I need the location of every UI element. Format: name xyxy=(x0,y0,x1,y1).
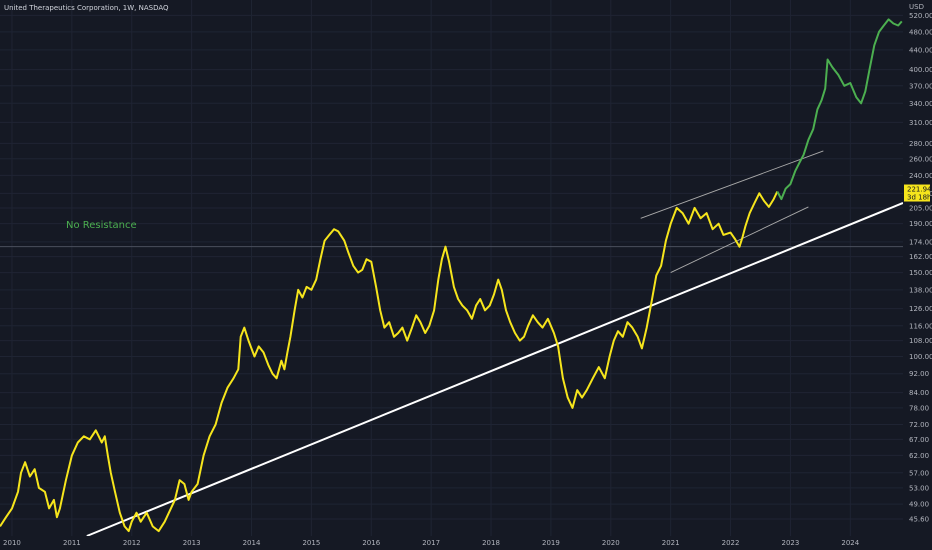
y-tick-label: 116.00 xyxy=(909,322,932,330)
x-tick-label: 2019 xyxy=(542,539,560,547)
y-tick-label: 49.00 xyxy=(909,501,929,509)
y-tick-label: 310.00 xyxy=(909,119,932,127)
y-tick-label: 174.00 xyxy=(909,238,932,246)
price-line-green xyxy=(776,18,903,201)
y-tick-label: 240.00 xyxy=(909,172,932,180)
x-tick-label: 2011 xyxy=(63,539,81,547)
series-lines xyxy=(0,18,903,533)
y-tick-label: 62.00 xyxy=(909,452,929,460)
x-tick-label: 2022 xyxy=(722,539,740,547)
y-tick-label: 340.00 xyxy=(909,100,932,108)
time-axis: 2010 2011 2012 2013 2014 2015 2016 2017 2018 2019… xyxy=(3,539,860,547)
trendlines[interactable] xyxy=(86,150,904,537)
y-tick-label: 260.00 xyxy=(909,155,932,163)
y-tick-label: 162.00 xyxy=(909,253,932,261)
y-tick-label: 126.00 xyxy=(909,305,932,313)
time-axis-panel[interactable] xyxy=(0,536,932,550)
price-badge-value: 221.94 xyxy=(907,186,932,194)
x-tick-label: 2013 xyxy=(183,539,201,547)
y-tick-label: 150.00 xyxy=(909,269,932,277)
y-tick-label: 108.00 xyxy=(909,337,932,345)
price-axis-panel[interactable] xyxy=(903,0,932,550)
x-tick-label: 2023 xyxy=(782,539,800,547)
y-tick-label: 57.00 xyxy=(909,469,929,477)
x-tick-label: 2014 xyxy=(243,539,261,547)
price-badge: 221.94 3d 18h xyxy=(904,184,932,202)
y-tick-label: 205.00 xyxy=(909,204,932,212)
y-tick-label: 84.00 xyxy=(909,389,929,397)
y-tick-label: 100.00 xyxy=(909,353,932,361)
no-resistance-annotation: No Resistance xyxy=(66,220,137,231)
y-tick-label: 45.60 xyxy=(909,515,929,523)
y-tick-label: 280.00 xyxy=(909,140,932,148)
y-tick-label: 480.00 xyxy=(909,28,932,36)
x-tick-label: 2018 xyxy=(482,539,500,547)
channel-line[interactable] xyxy=(670,206,809,273)
y-tick-label: 78.00 xyxy=(909,404,929,412)
y-tick-label: 520.00 xyxy=(909,12,932,20)
y-tick-label: 190.00 xyxy=(909,220,932,228)
x-tick-label: 2017 xyxy=(422,539,440,547)
channel-line[interactable] xyxy=(640,150,824,219)
y-tick-label: 370.00 xyxy=(909,82,932,90)
x-tick-label: 2021 xyxy=(662,539,680,547)
x-tick-label: 2015 xyxy=(302,539,320,547)
y-tick-label: 400.00 xyxy=(909,66,932,74)
y-tick-label: 138.00 xyxy=(909,286,932,294)
y-tick-label: 72.00 xyxy=(909,421,929,429)
y-tick-label: 67.00 xyxy=(909,436,929,444)
x-tick-label: 2020 xyxy=(602,539,620,547)
y-tick-label: 92.00 xyxy=(909,370,929,378)
price-line-yellow xyxy=(0,191,779,533)
grid xyxy=(0,0,903,536)
y-tick-label: 53.00 xyxy=(909,484,929,492)
support-trendline[interactable] xyxy=(86,202,904,537)
x-tick-label: 2016 xyxy=(362,539,380,547)
chart-title: United Therapeutics Corporation, 1W, NAS… xyxy=(4,4,169,12)
x-tick-label: 2012 xyxy=(123,539,141,547)
price-badge-countdown: 3d 18h xyxy=(907,194,931,202)
x-tick-label: 2024 xyxy=(841,539,859,547)
y-tick-label: 440.00 xyxy=(909,46,932,54)
x-tick-label: 2010 xyxy=(3,539,21,547)
currency-label: USD xyxy=(909,3,924,11)
